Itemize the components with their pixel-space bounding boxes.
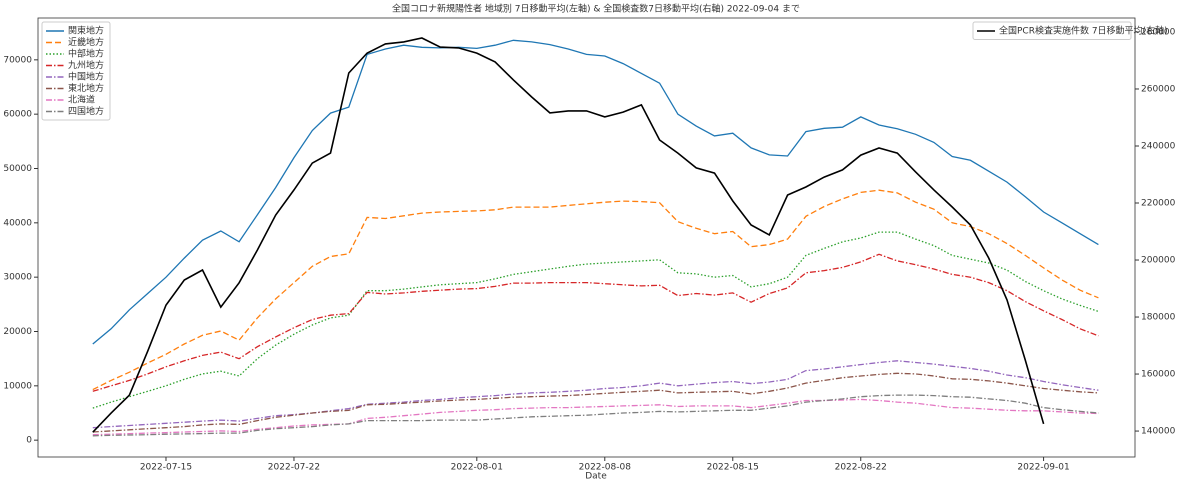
x-tick-label: 2022-07-15 <box>140 463 192 473</box>
y2-tick-label: 140000 <box>1141 427 1176 437</box>
series-line <box>92 39 1099 345</box>
y2-tick-label: 280000 <box>1141 27 1176 37</box>
x-tick-label: 2022-07-22 <box>268 463 320 473</box>
x-tick-label: 2022-08-08 <box>579 463 632 473</box>
legend-box <box>41 21 111 121</box>
series-line <box>92 372 1099 433</box>
legend-label: 東北地方 <box>68 82 104 94</box>
y-tick-label: 70000 <box>3 55 32 65</box>
y2-tick-label: 220000 <box>1141 199 1176 209</box>
legend-label: 北海道 <box>68 94 95 106</box>
series-line <box>92 394 1099 437</box>
y-tick-label: 10000 <box>3 381 32 391</box>
y2-tick-label: 260000 <box>1141 84 1176 94</box>
y2-tick-label: 180000 <box>1141 313 1176 323</box>
x-tick-label: 2022-08-15 <box>707 463 759 473</box>
series-line <box>92 360 1099 429</box>
series-line <box>92 253 1099 392</box>
legend-label: 近畿地方 <box>68 36 104 48</box>
y-tick-label: 20000 <box>3 327 32 337</box>
series-line <box>92 398 1099 436</box>
legend-label: 関東地方 <box>68 25 104 37</box>
series-line <box>92 37 1045 433</box>
x-tick-label: 2022-08-22 <box>835 463 887 473</box>
y2-tick-label: 200000 <box>1141 256 1176 266</box>
y-tick-label: 50000 <box>3 164 32 174</box>
x-axis-label: Date <box>585 472 607 482</box>
y2-tick-label: 160000 <box>1141 370 1176 380</box>
x-tick-label: 2022-08-01 <box>451 463 503 473</box>
y-tick-label: 30000 <box>3 273 32 283</box>
y-tick-label: 60000 <box>3 110 32 120</box>
y-tick-label: 0 <box>26 436 32 446</box>
legend-label: 四国地方 <box>68 105 104 117</box>
y-tick-label: 40000 <box>3 218 32 228</box>
chart-title: 全国コロナ新規陽性者 地域別 7日移動平均(左軸) & 全国検査数7日移動平均(… <box>392 3 800 15</box>
legend-label: 全国PCR検査実施件数 7日移動平均(右軸) <box>999 25 1168 37</box>
y2-tick-label: 240000 <box>1141 141 1176 151</box>
plot-frame <box>37 17 1136 458</box>
legend-label: 中国地方 <box>68 71 104 83</box>
legend-label: 中部地方 <box>68 48 104 60</box>
x-tick-label: 2022-09-01 <box>1017 463 1069 473</box>
legend-box <box>972 21 1132 40</box>
series-line <box>92 189 1099 391</box>
legend-label: 九州地方 <box>68 59 104 71</box>
